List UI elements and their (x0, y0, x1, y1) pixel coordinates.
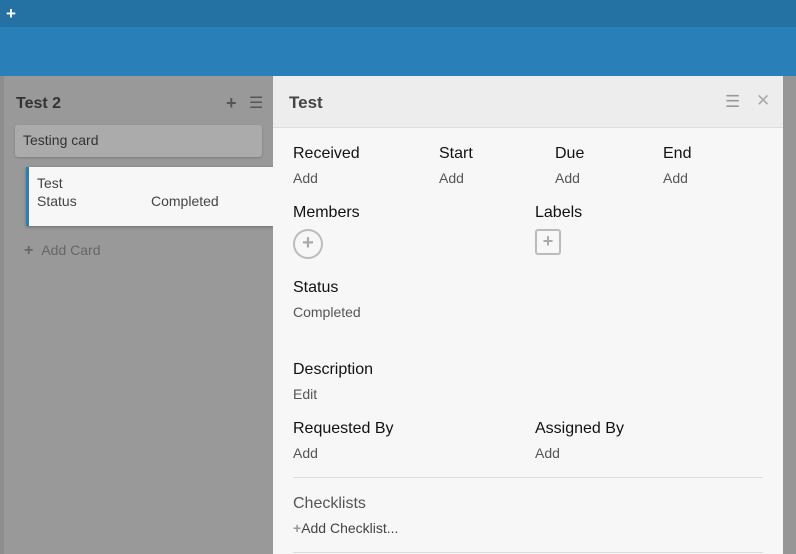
list-title: Test 2 (16, 95, 62, 112)
status-label: Status (293, 279, 339, 296)
add-card-button[interactable]: + Add Card (24, 242, 101, 260)
card-detail-header: Test ☰ ✕ (273, 76, 783, 128)
add-checklist-label: Add Checklist... (301, 520, 399, 536)
labels-label: Labels (535, 204, 583, 221)
list-add-plus-icon[interactable]: + (226, 93, 237, 113)
plus-icon: + (24, 242, 34, 259)
list-menu-hamburger-icon[interactable]: ☰ (249, 95, 264, 112)
end-add[interactable]: Add (663, 170, 688, 186)
members-label: Members (293, 204, 360, 221)
list-test-2: Test 2 + ☰ Testing card Test Status Comp… (4, 76, 273, 554)
card-title: Test (37, 175, 63, 191)
received-add[interactable]: Add (293, 170, 318, 186)
requested-by-label: Requested By (293, 420, 394, 437)
due-label: Due (555, 145, 585, 162)
assigned-by-label: Assigned By (535, 420, 624, 437)
next-list-edge (783, 76, 796, 554)
list-edge (0, 76, 4, 554)
card-field-value: Completed (151, 193, 219, 209)
divider (293, 477, 763, 478)
top-bar: + (0, 0, 796, 27)
end-label: End (663, 145, 692, 162)
card-detail-title[interactable]: Test (289, 93, 323, 112)
card-title: Testing card (23, 132, 99, 148)
due-add[interactable]: Add (555, 170, 580, 186)
card-testing-card[interactable]: Testing card (15, 125, 262, 157)
close-icon[interactable]: ✕ (756, 91, 771, 110)
received-label: Received (293, 145, 360, 162)
status-value[interactable]: Completed (293, 304, 361, 320)
add-member-plus-icon[interactable]: + (293, 229, 323, 259)
divider (293, 552, 763, 553)
card-detail-panel: Test ☰ ✕ Received Add Start Add Due Add … (273, 76, 783, 554)
card-test[interactable]: Test Status Completed (26, 167, 273, 226)
requested-by-add[interactable]: Add (293, 445, 318, 461)
start-label: Start (439, 145, 473, 162)
start-add[interactable]: Add (439, 170, 464, 186)
add-checklist-button[interactable]: +Add Checklist... (293, 520, 398, 536)
board-header (0, 27, 796, 76)
card-menu-hamburger-icon[interactable]: ☰ (725, 92, 741, 111)
plus-icon: + (293, 520, 302, 536)
add-card-label: Add Card (41, 242, 101, 258)
add-board-plus-icon[interactable]: + (6, 4, 16, 23)
assigned-by-add[interactable]: Add (535, 445, 560, 461)
checklists-label: Checklists (293, 495, 366, 512)
description-edit[interactable]: Edit (293, 386, 318, 402)
card-field-label: Status (37, 193, 77, 209)
add-label-plus-icon[interactable]: + (535, 229, 561, 255)
description-label: Description (293, 361, 374, 378)
